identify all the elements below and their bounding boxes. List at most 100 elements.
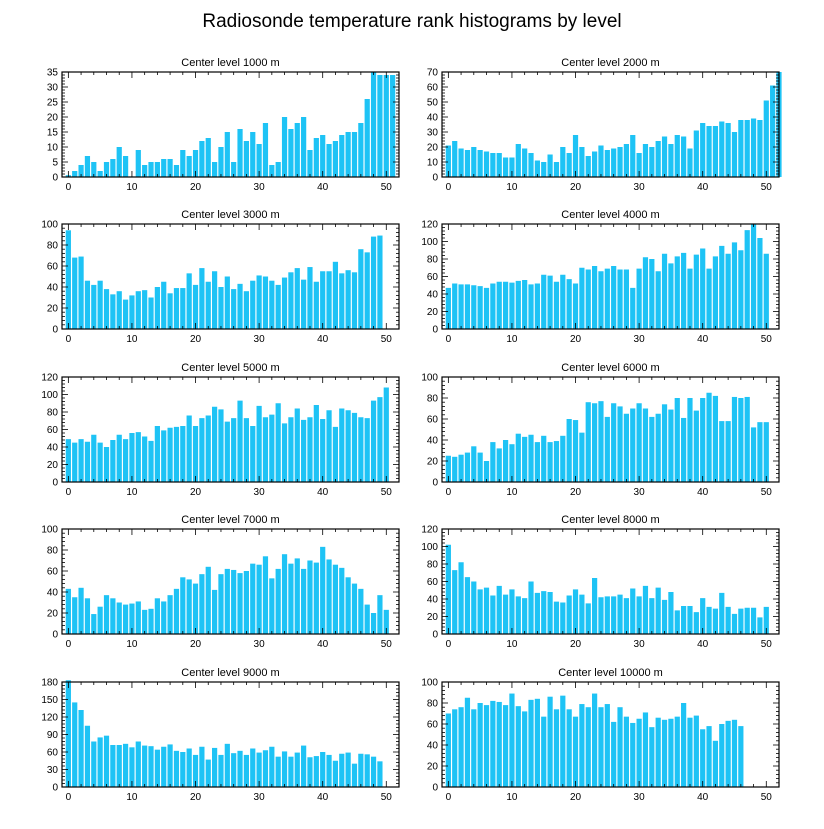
- bar: [142, 745, 148, 787]
- bar: [528, 581, 534, 634]
- bar: [129, 747, 135, 787]
- panel-3: Center level 3000 m 0 10 20 30 40 50 0 20 40 60 80 1…: [41, 209, 400, 345]
- bar: [307, 417, 313, 482]
- y-tick-label: 80: [47, 241, 59, 252]
- bar: [275, 568, 281, 634]
- bar: [560, 435, 566, 482]
- bar: [205, 415, 211, 482]
- y-tick-label: 80: [427, 394, 439, 405]
- x-tick-label: 10: [506, 182, 518, 193]
- bar: [84, 280, 91, 329]
- bar: [630, 287, 636, 330]
- bar: [110, 159, 116, 177]
- bar: [256, 144, 262, 177]
- bar: [65, 680, 71, 787]
- y-tick-label: 40: [47, 283, 59, 294]
- bar: [358, 417, 364, 482]
- bar: [364, 754, 370, 787]
- x-tick-label: 10: [506, 487, 518, 498]
- bar: [231, 162, 237, 177]
- bar: [509, 282, 515, 330]
- y-tick-label: 40: [427, 741, 439, 752]
- bar: [148, 162, 154, 177]
- bar: [553, 441, 560, 482]
- bar: [161, 601, 167, 634]
- bar: [294, 123, 300, 177]
- bar: [275, 756, 281, 787]
- y-tick-label: 100: [421, 678, 438, 689]
- bar: [452, 283, 458, 329]
- y-tick-label: 20: [47, 113, 59, 124]
- bar: [351, 583, 358, 634]
- panel-9: Center level 9000 m 0 10 20 30 40 50 0 30 60 90 120…: [41, 667, 400, 803]
- plot-frame: [441, 376, 780, 483]
- bar: [706, 726, 712, 787]
- bar: [129, 603, 135, 634]
- panel-10: Center level 10000 m 0 10 20 30 40 50 0 20 40 60 80…: [421, 667, 780, 803]
- x-tick-label: 40: [317, 792, 329, 803]
- x-tick-label: 10: [126, 639, 138, 650]
- bar: [135, 291, 141, 329]
- bar: [458, 148, 464, 177]
- bar: [192, 150, 199, 177]
- bar: [110, 598, 116, 634]
- bar: [237, 400, 243, 483]
- bar: [110, 294, 116, 329]
- bar: [700, 248, 706, 329]
- bar: [636, 718, 642, 787]
- x-tick-label: 0: [446, 639, 452, 650]
- bar: [332, 261, 339, 329]
- bar: [167, 744, 173, 787]
- bar: [738, 398, 744, 482]
- x-tick-label: 30: [254, 487, 266, 498]
- x-tick-label: 0: [66, 639, 72, 650]
- bar: [84, 441, 91, 482]
- bar: [218, 574, 224, 634]
- bar: [598, 145, 604, 177]
- x-tick-label: 30: [634, 792, 646, 803]
- bar: [97, 280, 103, 329]
- bar: [186, 273, 192, 329]
- bar: [192, 583, 199, 634]
- bar: [281, 423, 288, 483]
- bar: [301, 117, 307, 177]
- x-tick-label: 40: [317, 487, 329, 498]
- bar: [237, 283, 243, 329]
- bar: [534, 592, 540, 635]
- bar: [161, 746, 167, 787]
- bar: [148, 608, 154, 634]
- bar: [72, 702, 78, 787]
- bar: [452, 709, 458, 787]
- y-tick-label: 60: [47, 262, 59, 273]
- bar: [122, 299, 129, 329]
- bar: [205, 759, 211, 787]
- x-tick-label: 0: [446, 334, 452, 345]
- bar: [483, 705, 490, 787]
- x-tick-label: 0: [66, 334, 72, 345]
- bar: [674, 398, 680, 482]
- x-tick-label: 10: [126, 334, 138, 345]
- y-tick-label: 0: [52, 783, 58, 794]
- x-tick-label: 30: [634, 639, 646, 650]
- bar: [445, 145, 451, 177]
- bar: [585, 402, 591, 482]
- bar: [712, 395, 719, 482]
- bar: [458, 562, 464, 634]
- bar: [186, 579, 192, 634]
- bar: [617, 406, 623, 482]
- bar: [288, 417, 294, 482]
- bar: [700, 398, 706, 482]
- bar: [167, 293, 173, 329]
- bar: [358, 249, 364, 329]
- y-tick-label: 20: [47, 460, 59, 471]
- bar: [370, 236, 377, 329]
- bar: [110, 745, 116, 787]
- y-tick-label: 15: [47, 128, 59, 139]
- bar: [452, 456, 458, 482]
- x-tick-label: 40: [317, 182, 329, 193]
- bar: [167, 159, 173, 177]
- bar: [288, 563, 294, 634]
- bar: [135, 601, 141, 634]
- bar: [167, 595, 173, 634]
